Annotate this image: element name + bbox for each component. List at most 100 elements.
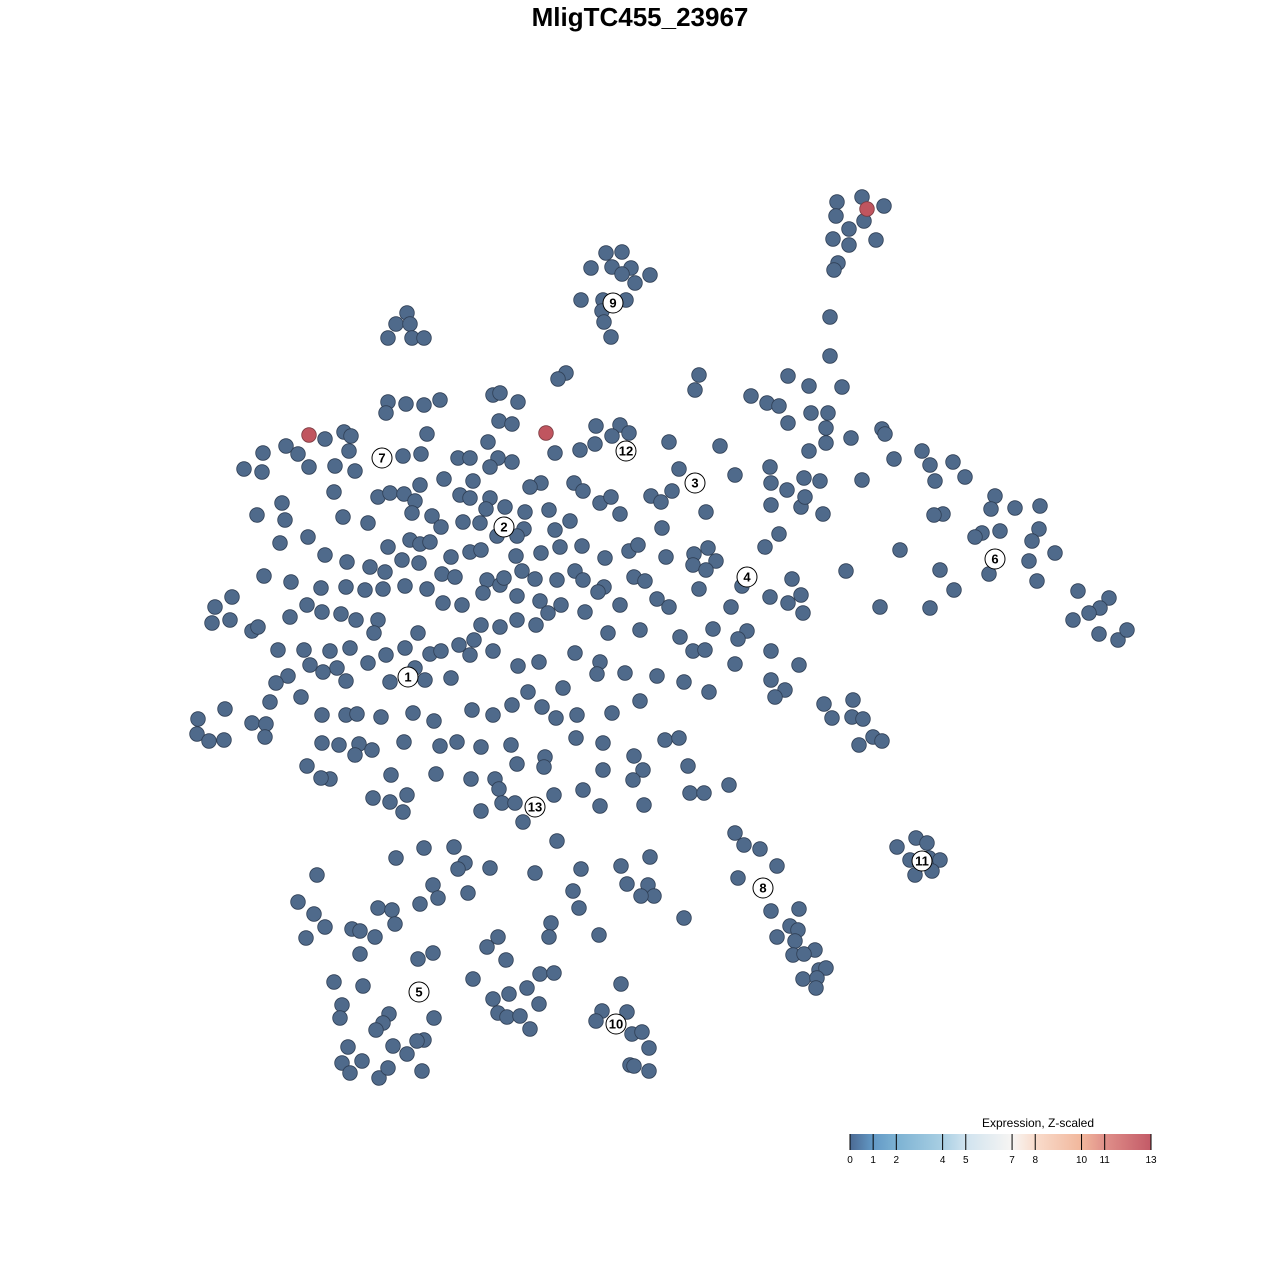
data-point [612,597,628,613]
data-point [314,604,330,620]
data-point [514,563,530,579]
data-point [301,459,317,475]
data-point [613,858,629,874]
data-point [270,642,286,658]
data-point [462,490,478,506]
data-point [394,552,410,568]
data-point [575,782,591,798]
data-point [450,861,466,877]
data-point [614,244,630,260]
data-point [889,839,905,855]
data-point [419,581,435,597]
data-point [762,459,778,475]
data-point [769,929,785,945]
data-point [957,469,973,485]
data-point [490,929,506,945]
cluster-label-badge [736,566,758,588]
data-point [587,436,603,452]
data-point [527,865,543,881]
data-point [549,572,565,588]
data-point [932,562,948,578]
data-point [189,726,205,742]
data-point [382,674,398,690]
data-point [922,600,938,616]
cluster-label: 8 [752,877,774,899]
cluster-label-badge [605,1013,627,1035]
data-point [967,529,983,545]
cluster-label-text: 13 [528,800,542,815]
data-point [258,716,274,732]
data-point [463,771,479,787]
data-point [349,706,365,722]
colorbar-title: Expression, Z-scaled [982,1116,1094,1130]
data-point [614,266,630,282]
cluster-label-badge [602,292,624,314]
data-point [546,965,562,981]
data-point [868,232,884,248]
data-point [432,738,448,754]
data-point [395,804,411,820]
data-point [596,314,612,330]
data-point [771,526,787,542]
data-point [642,849,658,865]
data-point [201,733,217,749]
data-point [447,569,463,585]
data-point [480,434,496,450]
cluster-label: 5 [408,981,430,1003]
data-point [546,787,562,803]
data-point [373,709,389,725]
data-point [352,946,368,962]
data-point [548,710,564,726]
data-point [348,612,364,628]
cluster-label-badge [524,796,546,818]
data-point [691,581,707,597]
data-point [454,597,470,613]
data-point [515,814,531,830]
data-point [520,684,536,700]
data-point [705,621,721,637]
data-point [613,976,629,992]
data-point [541,502,557,518]
colorbar-legend: Expression, Z-scaled 0 1 2 4 5 7 8 10 11 13 [847,1116,1157,1166]
data-point [443,549,459,565]
data-point [277,512,293,528]
data-point [547,522,563,538]
data-point [649,668,665,684]
data-point [619,876,635,892]
points-layer [189,189,1135,1086]
data-point [795,971,811,987]
data-point [426,1010,442,1026]
data-point [326,974,342,990]
data-point [528,617,544,633]
colorbar [850,1134,1151,1150]
data-point [364,742,380,758]
data-point [387,916,403,932]
data-point [473,739,489,755]
data-point [396,734,412,750]
data-point [818,420,834,436]
data-point [727,825,743,841]
data-point [797,489,813,505]
data-point [598,245,614,261]
data-point [769,858,785,874]
data-point [519,980,535,996]
cluster-label-badge [371,447,393,469]
data-point [334,997,350,1013]
data-point [818,960,834,976]
data-point [927,473,943,489]
colorbar-tick-label: 0 [847,1155,853,1166]
data-point [250,619,266,635]
data-point [282,609,298,625]
data-point [632,622,648,638]
data-point [317,547,333,563]
data-point [343,428,359,444]
data-point [388,850,404,866]
data-point [360,655,376,671]
data-point [341,443,357,459]
data-point [619,1004,635,1020]
data-point [787,933,803,949]
data-point [510,658,526,674]
data-point [671,730,687,746]
data-point [462,450,478,466]
data-point [255,445,271,461]
